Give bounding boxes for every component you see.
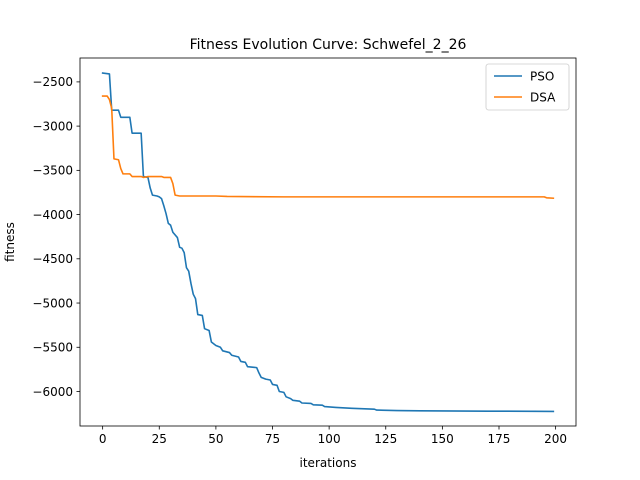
y-tick-label: −5000 bbox=[32, 296, 73, 310]
chart-title: Fitness Evolution Curve: Schwefel_2_26 bbox=[190, 37, 467, 53]
y-tick-label: −2500 bbox=[32, 75, 73, 89]
y-tick-label: −4000 bbox=[32, 208, 73, 222]
y-tick-label: −6000 bbox=[32, 385, 73, 399]
series-line-dsa bbox=[101, 95, 555, 200]
y-tick-label: −3000 bbox=[32, 119, 73, 133]
x-tick-label: 50 bbox=[208, 432, 223, 446]
plot-area bbox=[101, 72, 555, 413]
x-axis-label: iterations bbox=[300, 456, 357, 470]
x-tick-label: 150 bbox=[431, 432, 454, 446]
series-line-pso bbox=[101, 72, 555, 413]
axes-frame bbox=[79, 57, 577, 427]
x-tick-label: 175 bbox=[488, 432, 511, 446]
x-tick-label: 100 bbox=[318, 432, 341, 446]
x-tick-label: 75 bbox=[265, 432, 280, 446]
x-tick-label: 0 bbox=[99, 432, 107, 446]
legend-label-pso: PSO bbox=[530, 69, 554, 83]
x-tick-label: 200 bbox=[544, 432, 567, 446]
axes: 0 25 50 75 100 125 150 175 200 −6000 −5500 −5000 −45… bbox=[32, 57, 577, 446]
y-tick-label: −4500 bbox=[32, 252, 73, 266]
x-tick-label: 25 bbox=[152, 432, 167, 446]
legend-box bbox=[485, 63, 570, 111]
y-tick-label: −3500 bbox=[32, 164, 73, 178]
y-tick-label: −5500 bbox=[32, 341, 73, 355]
legend-label-dsa: DSA bbox=[530, 90, 556, 104]
y-axis-label: fitness bbox=[3, 222, 17, 262]
x-tick-label: 125 bbox=[374, 432, 397, 446]
legend: PSO DSA bbox=[485, 63, 570, 111]
